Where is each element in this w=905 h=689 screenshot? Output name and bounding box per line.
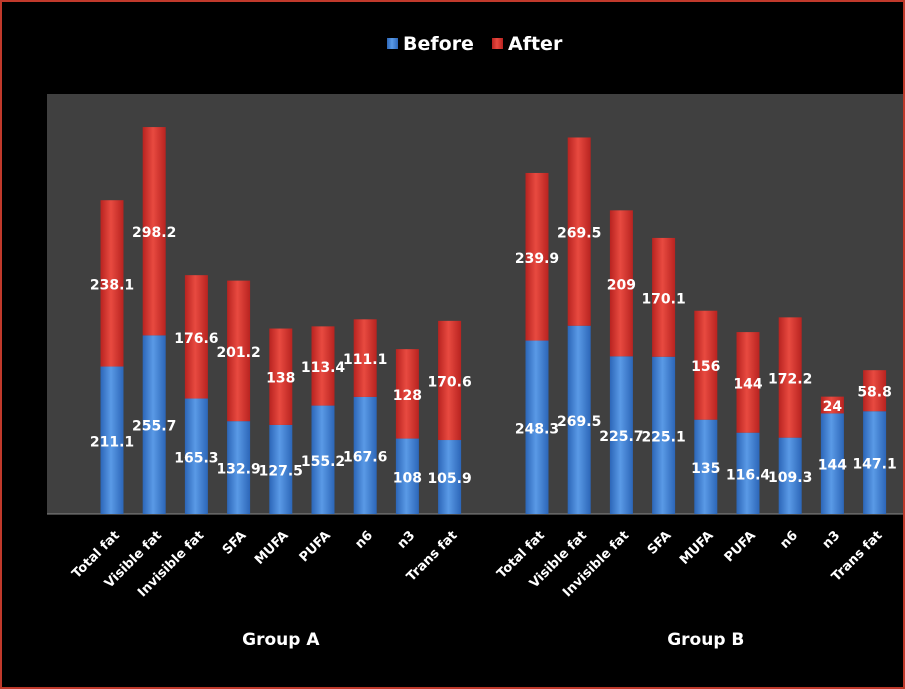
tick-label-group-a-sfa: SFA — [220, 528, 250, 558]
data-label-before-group-a-invisible-fat: 165.3 — [174, 450, 218, 466]
data-label-before-group-b-sfa: 225.1 — [641, 429, 685, 445]
data-label-before-group-a-pufa: 155.2 — [301, 454, 345, 470]
data-label-after-group-a-mufa: 138 — [266, 371, 295, 387]
data-label-before-group-a-n3: 108 — [393, 470, 422, 486]
bar-after-group-a-invisible-fat — [184, 275, 208, 399]
bar-before-group-b-n6 — [778, 437, 802, 514]
bar-before-group-b-invisible-fat — [609, 356, 633, 514]
tick-label-group-a-mufa: MUFA — [252, 528, 292, 568]
bar-after-group-b-invisible-fat — [609, 210, 633, 357]
tick-label-group-a-n3: n3 — [395, 528, 419, 552]
data-label-after-group-b-pufa: 144 — [733, 376, 762, 392]
legend-swatch-before — [387, 38, 398, 49]
bar-after-group-a-total-fat — [100, 200, 124, 367]
data-label-after-group-b-visible-fat: 269.5 — [557, 226, 601, 242]
tick-label-group-a-n6: n6 — [352, 528, 376, 552]
bar-after-group-b-n3 — [820, 396, 844, 414]
data-label-after-group-b-trans-fat: 58.8 — [857, 385, 892, 401]
tick-label-group-b-n3: n3 — [820, 528, 844, 552]
data-label-after-group-a-sfa: 201.2 — [216, 345, 260, 361]
bar-after-group-a-pufa — [311, 326, 335, 406]
bar-before-group-b-total-fat — [525, 340, 549, 514]
bar-before-group-b-mufa — [694, 419, 718, 514]
data-label-before-group-b-n6: 109.3 — [768, 470, 812, 486]
data-label-after-group-b-n6: 172.2 — [768, 372, 812, 388]
data-label-before-group-a-trans-fat: 105.9 — [427, 471, 471, 487]
bar-after-group-a-sfa — [227, 280, 251, 422]
data-label-before-group-b-visible-fat: 269.5 — [557, 414, 601, 430]
data-label-before-group-a-n6: 167.6 — [343, 449, 387, 465]
bar-after-group-b-trans-fat — [863, 370, 887, 412]
data-label-after-group-a-trans-fat: 170.6 — [427, 374, 471, 390]
bar-after-group-a-n3 — [395, 349, 419, 439]
bar-after-group-b-sfa — [652, 237, 676, 357]
bar-before-group-b-n3 — [820, 413, 844, 514]
legend-label-before: Before — [403, 33, 474, 55]
legend-label-after: After — [508, 33, 563, 55]
data-label-after-group-b-mufa: 156 — [691, 359, 720, 375]
data-label-after-group-a-total-fat: 238.1 — [90, 277, 134, 293]
data-label-after-group-a-n3: 128 — [393, 388, 422, 404]
data-label-before-group-a-mufa: 127.5 — [259, 463, 303, 479]
bar-before-group-b-sfa — [652, 356, 676, 514]
tick-label-group-b-mufa: MUFA — [677, 528, 717, 568]
bar-after-group-a-n6 — [353, 319, 377, 397]
bar-before-group-a-invisible-fat — [184, 398, 208, 514]
bar-after-group-a-trans-fat — [438, 320, 462, 441]
bar-before-group-a-total-fat — [100, 366, 124, 514]
data-label-after-group-a-n6: 111.1 — [343, 352, 387, 368]
tick-label-group-b-sfa: SFA — [645, 528, 675, 558]
data-label-before-group-b-trans-fat: 147.1 — [852, 457, 896, 473]
bar-after-group-b-visible-fat — [567, 137, 591, 326]
bar-before-group-a-visible-fat — [142, 335, 166, 514]
data-label-before-group-a-total-fat: 211.1 — [90, 434, 134, 450]
data-label-after-group-b-n3: 24 — [823, 399, 843, 415]
bar-before-group-a-trans-fat — [438, 440, 462, 514]
bar-before-group-a-pufa — [311, 405, 335, 514]
tick-label-group-b-pufa: PUFA — [722, 528, 759, 565]
bar-after-group-a-visible-fat — [142, 127, 166, 336]
bar-before-group-b-pufa — [736, 432, 760, 514]
tick-label-group-b-n6: n6 — [777, 528, 801, 552]
group-label-group-b: Group B — [667, 630, 744, 650]
bar-after-group-b-mufa — [694, 310, 718, 420]
data-label-before-group-b-mufa: 135 — [691, 461, 720, 477]
bar-before-group-a-n6 — [353, 396, 377, 514]
data-label-after-group-b-sfa: 170.1 — [641, 291, 685, 307]
bar-after-group-b-total-fat — [525, 172, 549, 341]
data-label-before-group-a-visible-fat: 255.7 — [132, 419, 176, 435]
bar-before-group-b-visible-fat — [567, 325, 591, 514]
data-label-after-group-b-total-fat: 239.9 — [515, 251, 559, 267]
data-label-before-group-b-n3: 144 — [818, 458, 847, 474]
legend-swatch-after — [492, 38, 503, 49]
data-label-after-group-b-invisible-fat: 209 — [607, 277, 636, 293]
data-label-before-group-b-total-fat: 248.3 — [515, 421, 559, 437]
bar-after-group-b-pufa — [736, 332, 760, 433]
bar-before-group-a-mufa — [269, 424, 293, 514]
group-label-group-a: Group A — [242, 630, 320, 650]
data-label-after-group-a-invisible-fat: 176.6 — [174, 331, 218, 347]
bar-after-group-a-mufa — [269, 328, 293, 425]
data-label-before-group-b-invisible-fat: 225.7 — [599, 429, 643, 445]
data-label-after-group-a-pufa: 113.4 — [301, 360, 346, 376]
bar-before-group-b-trans-fat — [863, 411, 887, 514]
data-label-before-group-b-pufa: 116.4 — [726, 467, 771, 483]
bar-before-group-a-sfa — [227, 421, 251, 514]
bar-after-group-b-n6 — [778, 317, 802, 438]
tick-label-group-a-pufa: PUFA — [297, 528, 334, 565]
bar-before-group-a-n3 — [395, 438, 419, 514]
data-label-before-group-a-sfa: 132.9 — [216, 462, 260, 478]
data-label-after-group-a-visible-fat: 298.2 — [132, 225, 176, 241]
